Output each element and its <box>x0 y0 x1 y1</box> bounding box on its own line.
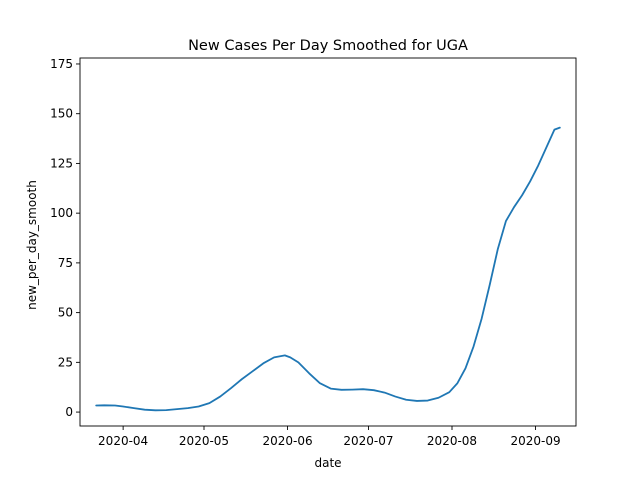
y-tick-label-25: 25 <box>58 355 73 369</box>
series-line-0 <box>95 126 561 412</box>
y-tick-label-150: 150 <box>50 107 73 121</box>
x-tick-label-2020-07: 2020-07 <box>343 434 393 448</box>
axes-frame <box>79 57 577 427</box>
y-tick-label-0: 0 <box>65 405 73 419</box>
x-tick-label-2020-05: 2020-05 <box>179 434 229 448</box>
y-tick-label-50: 50 <box>58 306 73 320</box>
y-tick-label-125: 125 <box>50 156 73 170</box>
y-axis-label: new_per_day_smooth <box>25 180 39 310</box>
x-tick-label-2020-04: 2020-04 <box>98 434 148 448</box>
x-tick-label-2020-06: 2020-06 <box>262 434 312 448</box>
x-axis-label: date <box>314 456 341 470</box>
x-tick-label-2020-08: 2020-08 <box>427 434 477 448</box>
x-tick-label-2020-09: 2020-09 <box>510 434 560 448</box>
chart-title: New Cases Per Day Smoothed for UGA <box>188 38 468 54</box>
y-tick-label-175: 175 <box>50 57 73 71</box>
y-tick-label-75: 75 <box>58 256 73 270</box>
plot-area: 0 25 50 75 100 125 150 175 2020-04 2020-05 2020-06… <box>50 57 577 448</box>
y-tick-label-100: 100 <box>50 206 73 220</box>
